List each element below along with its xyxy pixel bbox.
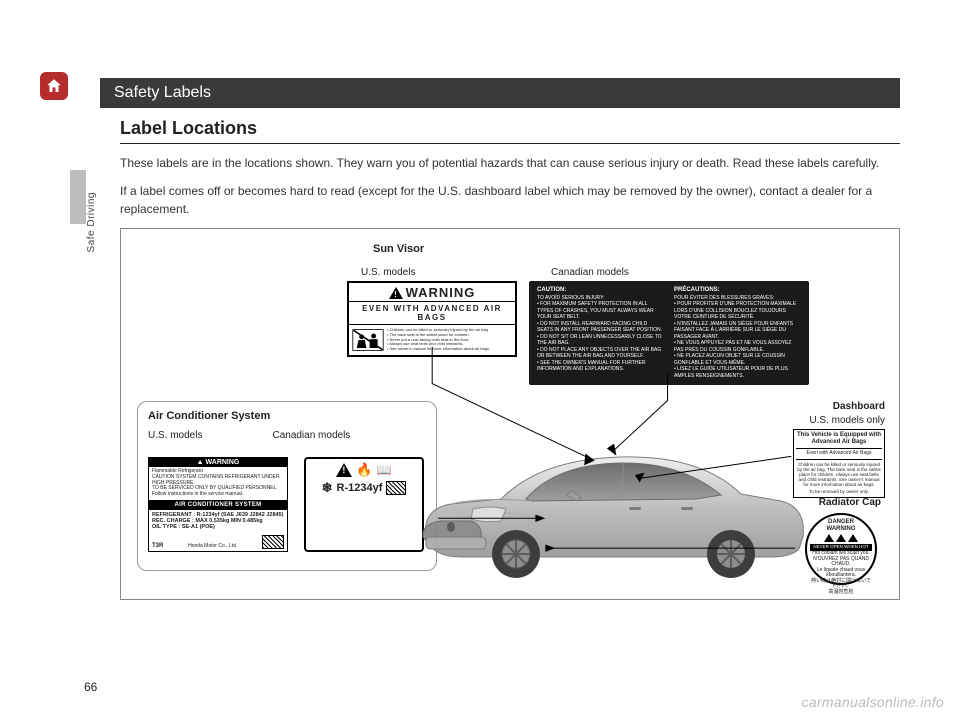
ac-warn-head: ▲ WARNING <box>149 458 287 467</box>
dashboard-label-foot: To be removed by owner only. <box>796 489 882 494</box>
caution-right-title: PRÉCAUTIONS: <box>674 287 801 295</box>
dashboard-subtitle: U.S. models only <box>809 415 885 426</box>
caution-right-col: PRÉCAUTIONS: POUR ÉVITER DES BLESSURES G… <box>674 287 801 379</box>
caution-left-col: CAUTION: TO AVOID SERIOUS INJURY: • FOR … <box>537 287 664 379</box>
page-number: 66 <box>84 680 97 694</box>
page-title: Label Locations <box>120 118 900 139</box>
hatch-icon <box>386 481 406 495</box>
warning-head: ! WARNING <box>349 283 515 301</box>
warning-triangle-icon <box>336 463 352 477</box>
intro-para-1: These labels are in the locations shown.… <box>120 154 900 172</box>
warning-body: • Children can be killed or seriously in… <box>349 325 515 355</box>
dashboard-label-sub: Even with Advanced Air Bags <box>796 451 882 460</box>
ac-warning-label: ▲ WARNING Flammable Refrigerant CAUTION … <box>148 457 288 552</box>
ac-footer-left: T3R <box>152 543 163 549</box>
radiator-triangles <box>824 534 858 542</box>
sunvisor-us-label: U.S. models <box>361 267 415 278</box>
hatch-icon <box>262 535 284 549</box>
refrigerant-label: 🔥 📖 ❄ R-1234yf <box>304 457 424 552</box>
ac-warn-head-text: WARNING <box>206 459 240 466</box>
dashboard-label: This Vehicle is Equipped with Advanced A… <box>793 429 885 498</box>
home-button[interactable] <box>40 72 68 100</box>
warning-triangle-icon: ▲ <box>197 459 204 466</box>
ac-footer-right: Honda Motor Co., Ltd. <box>188 543 237 549</box>
dashboard-label-head: This Vehicle is Equipped with Advanced A… <box>796 432 882 449</box>
ac-cdn-label: Canadian models <box>272 430 350 441</box>
warning-subhead: EVEN WITH ADVANCED AIR BAGS <box>349 301 515 325</box>
dashboard-title: Dashboard <box>833 401 885 412</box>
content-area: Label Locations These labels are in the … <box>120 118 900 600</box>
child-seat-icon <box>352 328 384 352</box>
manual-icon: 📖 <box>377 463 392 477</box>
side-tab <box>70 170 86 224</box>
home-icon <box>45 77 63 95</box>
caution-left-body: TO AVOID SERIOUS INJURY: • FOR MAXIMUM S… <box>537 295 664 373</box>
radiator-cap-label: DANGER WARNING NEVER OPEN WHEN HOT Hot c… <box>805 513 877 585</box>
warning-triangle-icon <box>836 534 846 542</box>
radiator-head: DANGER WARNING <box>827 519 856 532</box>
ac-band: AIR CONDITIONER SYSTEM <box>149 500 287 510</box>
warning-triangle-icon <box>848 534 858 542</box>
intro-para-2: If a label comes off or becomes hard to … <box>120 182 900 218</box>
car-illustration <box>411 409 811 589</box>
ac-us-label: U.S. models <box>148 430 202 441</box>
warning-bullets: • Children can be killed or seriously in… <box>387 328 490 352</box>
ac-footer: T3R Honda Motor Co., Ltd. <box>149 533 287 551</box>
warning-head-text: WARNING <box>406 285 476 300</box>
side-label: Safe Driving <box>86 192 97 252</box>
ac-warn-body: Flammable Refrigerant CAUTION SYSTEM CON… <box>149 467 287 500</box>
radiator-body: Hot coolant will scald you. N'OUVREZ PAS… <box>807 551 875 595</box>
sunvisor-cdn-label: Canadian models <box>551 267 629 278</box>
radiator-title: Radiator Cap <box>819 497 881 508</box>
sunvisor-warning-label: ! WARNING EVEN WITH ADVANCED AIR BAGS • … <box>347 281 517 357</box>
dashboard-label-body: Children can be killed or seriously inju… <box>796 462 882 488</box>
sunvisor-title: Sun Visor <box>373 243 424 255</box>
ac-system-box: Air Conditioner System U.S. models Canad… <box>137 401 437 571</box>
ac-title: Air Conditioner System <box>148 410 426 422</box>
caution-right-body: POUR ÉVITER DES BLESSURES GRAVES: • POUR… <box>674 295 801 380</box>
section-banner: Safety Labels <box>100 78 900 108</box>
watermark: carmanualsonline.info <box>802 694 945 710</box>
figure-box: Sun Visor U.S. models Canadian models ! … <box>120 228 900 600</box>
flame-icon: 🔥 <box>356 463 372 477</box>
refrigerant-text: ❄ R-1234yf <box>322 480 407 496</box>
refrigerant-icons: 🔥 📖 <box>336 463 391 477</box>
sunvisor-caution-label: CAUTION: TO AVOID SERIOUS INJURY: • FOR … <box>529 281 809 385</box>
refrigerant-name: R-1234yf <box>337 482 383 494</box>
title-rule <box>120 143 900 144</box>
svg-text:!: ! <box>394 290 398 299</box>
ac-spec: REFRIGERANT : R-1234yf (SAE J639 J2842 J… <box>149 510 287 533</box>
warning-triangle-icon: ! <box>389 287 403 299</box>
caution-left-title: CAUTION: <box>537 287 664 295</box>
snowflake-icon: ❄ <box>322 480 333 496</box>
warning-triangle-icon <box>824 534 834 542</box>
